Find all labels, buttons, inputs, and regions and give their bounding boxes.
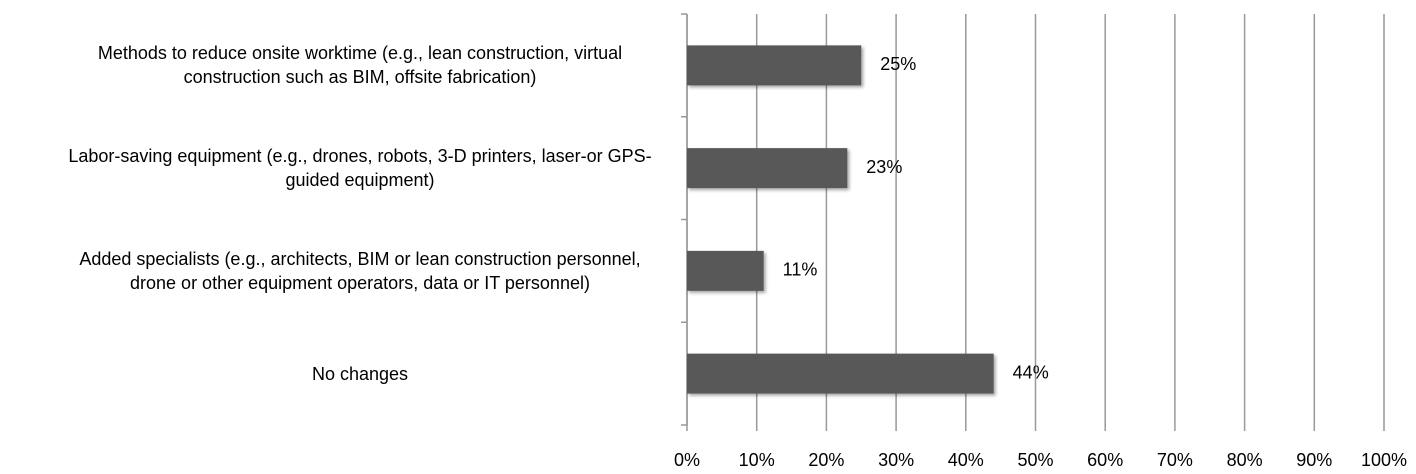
x-tick-label: 50% [1017,450,1053,470]
data-label: 11% [783,260,818,280]
category-label: Labor-saving equipment (e.g., drones, ro… [68,146,652,191]
bar [687,148,848,189]
x-tick-label: 40% [948,450,984,470]
bar [687,45,862,86]
category-label: No changes [311,363,409,384]
bar [687,250,764,291]
x-tick-label: 20% [808,450,844,470]
x-tick-label: 70% [1157,450,1193,470]
x-tick-label: 90% [1296,450,1332,470]
x-tick-label: 10% [739,450,775,470]
category-label: Added specialists (e.g., architects, BIM… [79,248,641,293]
x-tick-label: 30% [878,450,914,470]
data-label: 25% [880,54,916,74]
x-tick-label: 0% [674,450,700,470]
bar [687,353,994,394]
x-tick-label: 80% [1227,450,1263,470]
data-label: 23% [866,157,902,177]
data-label: 44% [1013,362,1049,382]
x-tick-label: 100% [1361,450,1407,470]
category-label: Methods to reduce onsite worktime (e.g.,… [97,43,623,88]
x-tick-label: 60% [1087,450,1123,470]
